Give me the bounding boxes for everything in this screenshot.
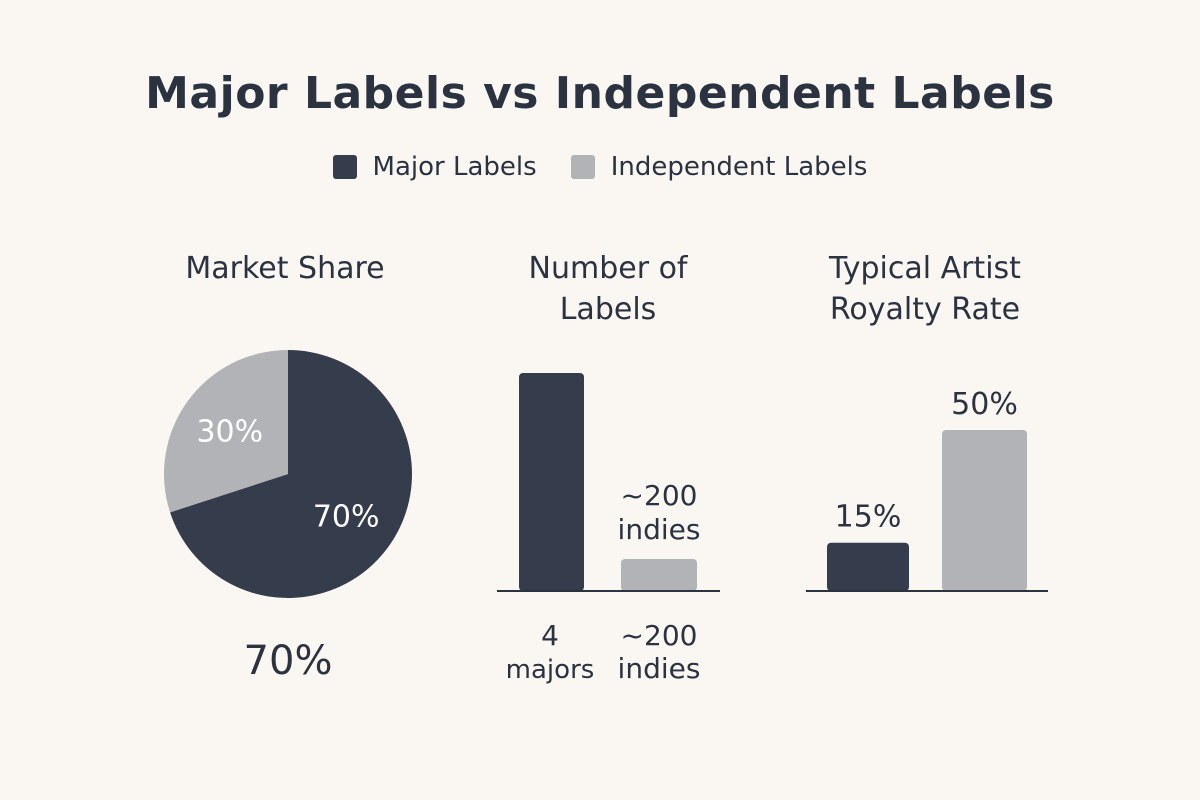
legend-item-major: Major Labels — [332, 152, 537, 182]
royalty-data-label-major: 15% — [835, 500, 902, 535]
label-count-title-line-2: Labels — [560, 292, 657, 327]
legend-swatch-major — [332, 155, 357, 179]
major-count-tick-label-line-2: majors — [506, 655, 595, 685]
royalty-title-line-1: Typical Artist — [828, 251, 1021, 286]
chart-title: Major Labels vs Independent Labels — [145, 68, 1055, 119]
royalty-bar-major — [827, 542, 909, 591]
pie-slice-label-indie: 30% — [196, 415, 263, 450]
count-bar-major — [519, 373, 584, 591]
legend-swatch-indie — [570, 155, 595, 179]
indie-count-tick-label-line-2: indies — [618, 652, 701, 685]
royalty-panel: Typical Artist Royalty Rate 15% 50% — [806, 251, 1048, 592]
label-count-title-line-1: Number of — [529, 251, 689, 286]
market-share-title: Market Share — [185, 251, 384, 286]
legend: Major Labels Independent Labels — [0, 152, 1200, 182]
label-count-panel: Number of Labels ~200 indies 4 majors ~2… — [497, 251, 720, 685]
market-share-pie: 70% 30% — [163, 350, 412, 598]
legend-label-major: Major Labels — [372, 152, 537, 182]
pie-slice-label-major: 70% — [313, 499, 380, 534]
major-count-tick-label-line-1: 4 — [541, 619, 559, 652]
market-share-caption: 70% — [244, 638, 333, 684]
indie-count-data-label-line-2: indies — [618, 513, 701, 546]
pie-slice-major — [170, 350, 412, 598]
indie-count-tick-label-line-1: ~200 — [621, 619, 698, 652]
indie-count-data-label-line-1: ~200 — [621, 479, 698, 512]
market-share-panel: Market Share 70% 30% 70% — [163, 251, 412, 684]
royalty-data-label-indie: 50% — [951, 387, 1018, 422]
legend-item-indie: Independent Labels — [570, 152, 868, 182]
royalty-bar-indie — [942, 430, 1027, 591]
pie-slice-indie — [163, 350, 288, 513]
royalty-bars: 15% 50% — [827, 387, 1027, 591]
label-count-bars — [519, 373, 697, 591]
count-bar-indie — [621, 559, 697, 591]
legend-label-indie: Independent Labels — [610, 152, 868, 182]
royalty-title-line-2: Royalty Rate — [830, 292, 1020, 327]
